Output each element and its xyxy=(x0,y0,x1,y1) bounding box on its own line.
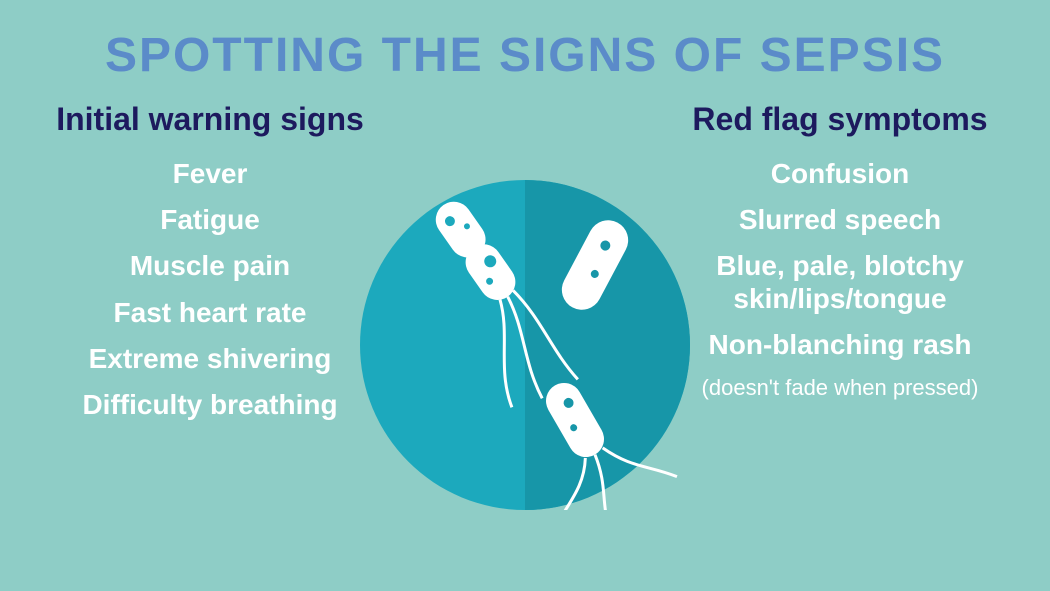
right-heading: Red flag symptoms xyxy=(692,101,987,138)
bacteria-icon xyxy=(360,180,690,510)
right-item: Slurred speech xyxy=(739,204,941,236)
left-item: Fast heart rate xyxy=(114,297,307,329)
right-item: Non-blanching rash xyxy=(709,329,972,361)
initial-warning-signs-column: Initial warning signs Fever Fatigue Musc… xyxy=(40,93,380,563)
left-heading: Initial warning signs xyxy=(56,101,364,138)
page-title: SPOTTING THE SIGNS OF SEPSIS xyxy=(0,0,1050,83)
red-flag-symptoms-column: Red flag symptoms Confusion Slurred spee… xyxy=(670,93,1010,563)
right-item: Confusion xyxy=(771,158,909,190)
left-item: Fever xyxy=(173,158,248,190)
left-item: Extreme shivering xyxy=(89,343,332,375)
bacteria-graphic xyxy=(360,180,690,510)
right-subnote: (doesn't fade when pressed) xyxy=(702,375,979,400)
left-item: Difficulty breathing xyxy=(82,389,337,421)
right-item: Blue, pale, blotchy skin/lips/tongue xyxy=(670,250,1010,314)
left-item: Fatigue xyxy=(160,204,260,236)
left-item: Muscle pain xyxy=(130,250,290,282)
